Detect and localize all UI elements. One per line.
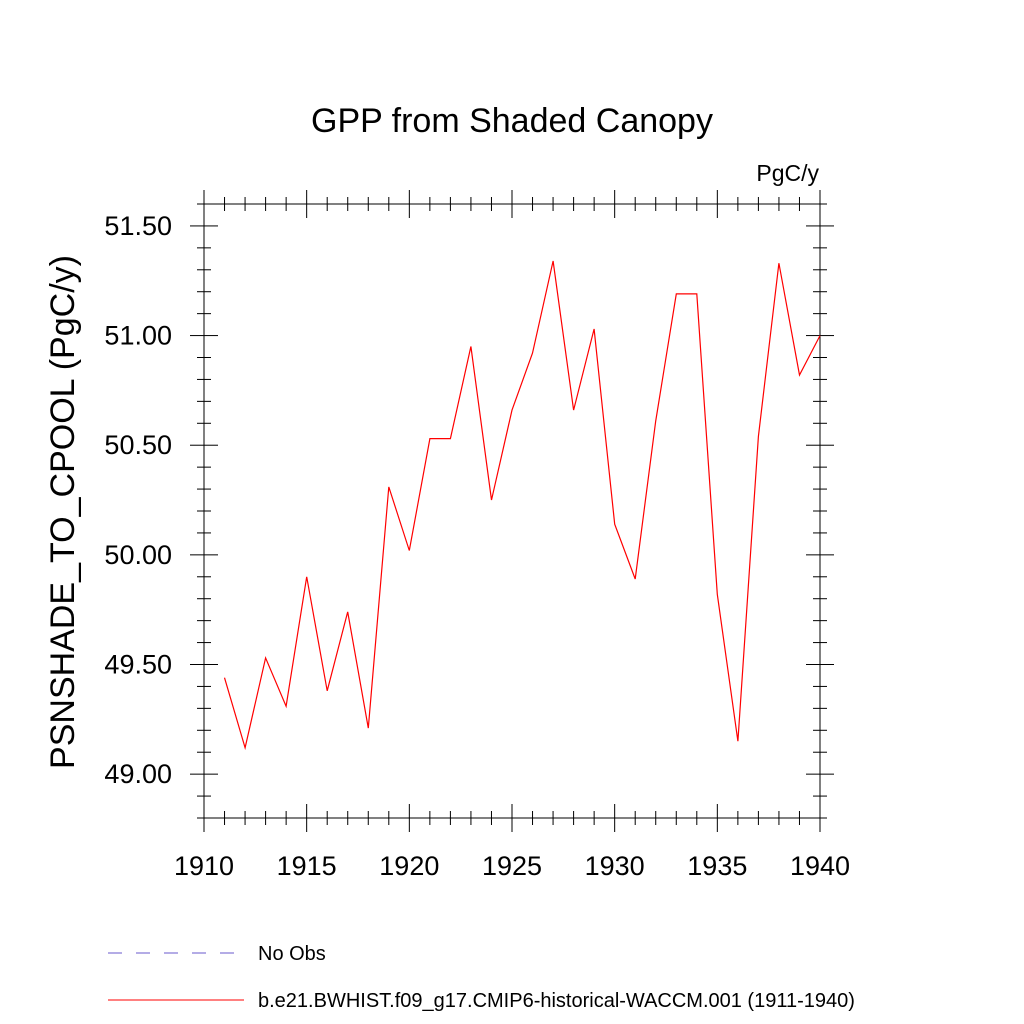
units-label: PgC/y [756,160,819,186]
x-tick-label: 1920 [379,851,439,881]
y-axis-label: PSNSHADE_TO_CPOOL (PgC/y) [44,255,82,769]
legend-label-no-obs: No Obs [258,943,326,965]
y-tick-labels: 49.00 49.50 50.00 50.50 51.00 51.50 [104,211,172,789]
chart-title: GPP from Shaded Canopy [311,102,713,140]
y-tick-label: 51.50 [104,211,172,241]
y-tick-label: 50.50 [104,430,172,460]
y-tick-label: 49.00 [104,759,172,789]
axis-ticks [190,190,834,832]
plot-frame [203,203,821,819]
series-line-0 [223,260,821,751]
x-tick-label: 1940 [790,851,850,881]
x-tick-label: 1910 [174,851,234,881]
x-tick-label: 1925 [482,851,542,881]
legend-label-model: b.e21.BWHIST.f09_g17.CMIP6-historical-WA… [258,990,855,1012]
y-tick-label: 49.50 [104,650,172,680]
x-tick-label: 1930 [585,851,645,881]
series-lines [223,260,821,751]
y-tick-label: 50.00 [104,540,172,570]
x-tick-label: 1915 [277,851,337,881]
y-tick-label: 51.00 [104,321,172,351]
x-tick-label: 1935 [687,851,747,881]
legend: No Obs b.e21.BWHIST.f09_g17.CMIP6-histor… [108,943,855,1012]
x-tick-labels: 1910 1915 1920 1925 1930 1935 1940 [174,851,850,881]
